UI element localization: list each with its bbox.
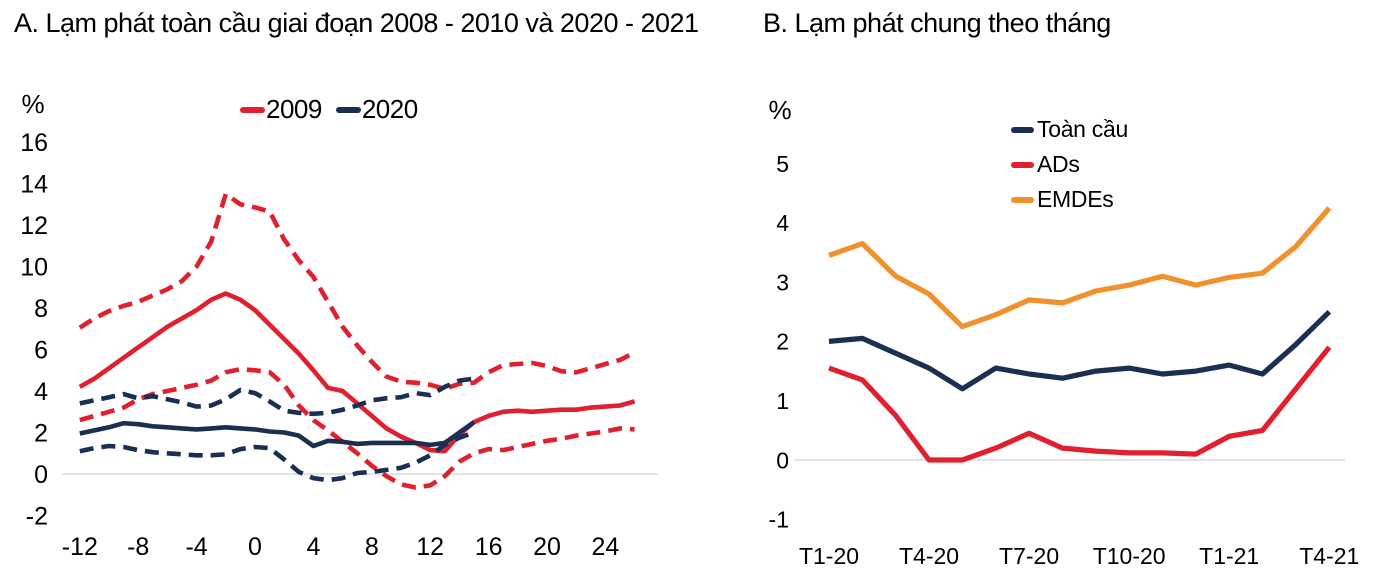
legend-item-2009: 2009 [240, 94, 322, 125]
legend-swatch-emdes [1011, 196, 1034, 203]
series-line-2009-upper-band [78, 191, 636, 392]
y-axis-unit-label: % [768, 95, 791, 125]
legend-item-ads: ADs [1011, 147, 1128, 182]
y-tick-label: 10 [20, 254, 48, 282]
legend-swatch-2009 [240, 106, 265, 113]
x-tick-label: 24 [591, 533, 619, 561]
x-tick-label: 8 [365, 533, 379, 561]
legend-label-2009: 2009 [266, 94, 322, 124]
legend-label-ads: ADs [1037, 151, 1080, 177]
x-tick-label: 4 [306, 533, 320, 561]
y-tick-label: 14 [20, 171, 48, 199]
legend-item-emdes: EMDEs [1011, 182, 1128, 217]
y-tick-label: 12 [20, 212, 48, 240]
series-line-2009-lower-band [79, 366, 635, 490]
legend-swatch-toan-cau [1011, 126, 1034, 133]
y-tick-label: -2 [26, 503, 48, 531]
y-tick-label: 2 [34, 420, 48, 448]
panel-a-legend: 2009 2020 [240, 94, 428, 125]
legend-label-2020: 2020 [361, 94, 418, 124]
x-tick-label: -12 [62, 533, 98, 561]
legend-item-toan-cau: Toàn cầu [1011, 112, 1128, 147]
series-line-2020-median [79, 420, 476, 449]
x-tick-label: -8 [127, 533, 149, 561]
y-tick-label: 0 [776, 447, 789, 473]
x-tick-label: 16 [475, 533, 503, 561]
x-tick-label: T10-20 [1093, 543, 1166, 569]
y-tick-label: 8 [34, 295, 48, 323]
legend-item-2020: 2020 [335, 94, 418, 125]
x-tick-label: T7-20 [999, 543, 1059, 569]
panel-a-title: A. Lạm phát toàn cầu giai đoạn 2008 - 20… [14, 8, 699, 38]
series-line-2020-lower-band [79, 430, 475, 483]
x-tick-label: T1-21 [1199, 543, 1259, 569]
x-tick-label: T4-20 [899, 543, 959, 569]
legend-swatch-ads [1011, 161, 1034, 168]
legend-label-emdes: EMDEs [1037, 186, 1114, 212]
y-axis-unit-label: % [21, 89, 44, 119]
x-tick-label: 0 [248, 533, 262, 561]
series-line-2020-upper-band [79, 376, 475, 417]
x-tick-label: T1-20 [799, 543, 859, 569]
x-tick-label: 12 [416, 533, 444, 561]
y-tick-label: 1 [776, 388, 789, 414]
y-tick-label: -1 [769, 507, 789, 533]
series-line-emdes [828, 206, 1332, 330]
panel-b-legend: Toàn cầu ADs EMDEs [1011, 112, 1128, 217]
y-tick-label: 2 [776, 329, 789, 355]
y-tick-label: 16 [20, 129, 48, 157]
series-line-toàn-cầu [828, 309, 1332, 392]
y-tick-label: 6 [34, 337, 48, 365]
series-line-ads [828, 345, 1332, 463]
legend-swatch-2020 [335, 106, 361, 113]
x-tick-label: -4 [185, 533, 207, 561]
y-tick-label: 5 [776, 151, 789, 177]
y-tick-label: 0 [34, 461, 48, 489]
x-tick-label: T4-21 [1299, 543, 1359, 569]
x-tick-label: 20 [533, 533, 561, 561]
legend-label-toan-cau: Toàn cầu [1037, 116, 1128, 142]
y-tick-label: 4 [34, 378, 48, 406]
y-tick-label: 4 [776, 210, 789, 236]
y-tick-label: 3 [776, 269, 789, 295]
panel-b-title: B. Lạm phát chung theo tháng [763, 8, 1111, 38]
